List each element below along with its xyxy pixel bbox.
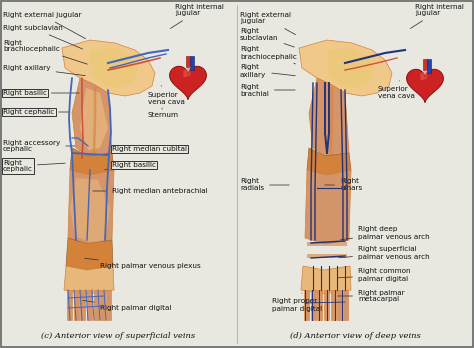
FancyBboxPatch shape bbox=[186, 56, 190, 68]
Polygon shape bbox=[309, 78, 349, 156]
Polygon shape bbox=[307, 148, 351, 175]
Polygon shape bbox=[90, 48, 138, 88]
Text: Right basilic: Right basilic bbox=[3, 90, 79, 96]
Text: Right
brachiocephalic: Right brachiocephalic bbox=[240, 47, 297, 64]
Text: Right subclavian: Right subclavian bbox=[3, 25, 82, 49]
Polygon shape bbox=[62, 40, 155, 96]
Text: Superior
vena cava: Superior vena cava bbox=[378, 81, 415, 100]
Text: Right deep
palmar venous arch: Right deep palmar venous arch bbox=[341, 227, 429, 240]
Text: Right median cubital: Right median cubital bbox=[103, 146, 187, 155]
Text: Right superficial
palmar venous arch: Right superficial palmar venous arch bbox=[339, 246, 429, 260]
Text: Right basilic: Right basilic bbox=[105, 162, 156, 169]
FancyBboxPatch shape bbox=[307, 242, 347, 246]
Polygon shape bbox=[106, 290, 111, 320]
Text: Sternum: Sternum bbox=[148, 108, 179, 118]
Polygon shape bbox=[80, 290, 85, 320]
Text: Right palmar
metacarpal: Right palmar metacarpal bbox=[338, 290, 405, 302]
Text: Right
ulnars: Right ulnars bbox=[325, 179, 362, 191]
Polygon shape bbox=[183, 66, 190, 78]
Polygon shape bbox=[80, 88, 108, 150]
Text: Right palmar venous plexus: Right palmar venous plexus bbox=[85, 258, 201, 269]
Polygon shape bbox=[331, 290, 336, 320]
Polygon shape bbox=[72, 78, 112, 156]
FancyBboxPatch shape bbox=[70, 254, 110, 258]
Polygon shape bbox=[304, 290, 309, 320]
Text: (d) Anterior view of deep veins: (d) Anterior view of deep veins bbox=[290, 332, 420, 340]
Text: (c) Anterior view of superficial veins: (c) Anterior view of superficial veins bbox=[41, 332, 195, 340]
Polygon shape bbox=[100, 290, 105, 320]
Polygon shape bbox=[327, 48, 375, 88]
Polygon shape bbox=[324, 290, 329, 320]
Polygon shape bbox=[70, 178, 110, 242]
Text: Right
axillary: Right axillary bbox=[240, 64, 295, 78]
FancyBboxPatch shape bbox=[190, 56, 194, 70]
Polygon shape bbox=[337, 290, 342, 320]
Text: Superior
vena cava: Superior vena cava bbox=[148, 86, 185, 104]
Text: Right
brachial: Right brachial bbox=[240, 84, 295, 96]
Polygon shape bbox=[70, 148, 114, 175]
Text: Right
radials: Right radials bbox=[240, 179, 289, 191]
Polygon shape bbox=[87, 290, 92, 320]
Polygon shape bbox=[305, 170, 351, 244]
Text: Right axillary: Right axillary bbox=[3, 65, 85, 76]
Text: Right external jugular: Right external jugular bbox=[3, 12, 86, 39]
Polygon shape bbox=[66, 238, 113, 270]
Text: Right proper
palmar digital: Right proper palmar digital bbox=[272, 293, 322, 311]
Polygon shape bbox=[299, 40, 392, 96]
Polygon shape bbox=[74, 290, 79, 320]
FancyBboxPatch shape bbox=[307, 254, 347, 258]
Text: Right cephalic: Right cephalic bbox=[3, 109, 69, 115]
Text: Right external
jugular: Right external jugular bbox=[240, 11, 296, 35]
Text: Right palmar digital: Right palmar digital bbox=[83, 300, 172, 311]
Polygon shape bbox=[94, 290, 99, 320]
Text: Right internal
jugular: Right internal jugular bbox=[410, 3, 464, 29]
Polygon shape bbox=[170, 66, 206, 100]
Text: Right common
palmar digital: Right common palmar digital bbox=[338, 269, 410, 282]
Text: Right internal
jugular: Right internal jugular bbox=[170, 3, 224, 29]
FancyBboxPatch shape bbox=[427, 59, 431, 73]
Polygon shape bbox=[301, 266, 351, 294]
Polygon shape bbox=[311, 290, 316, 320]
Text: Right
brachiocephalic: Right brachiocephalic bbox=[3, 40, 87, 64]
Polygon shape bbox=[317, 290, 322, 320]
Polygon shape bbox=[407, 69, 443, 103]
Text: Right median antebrachial: Right median antebrachial bbox=[93, 188, 208, 194]
Polygon shape bbox=[420, 69, 427, 81]
FancyBboxPatch shape bbox=[423, 59, 427, 70]
Text: Right accessory
cephalic: Right accessory cephalic bbox=[3, 140, 75, 152]
Polygon shape bbox=[67, 290, 72, 320]
FancyBboxPatch shape bbox=[70, 242, 110, 246]
Text: Right
cephalic: Right cephalic bbox=[3, 159, 65, 173]
Polygon shape bbox=[68, 170, 114, 244]
Text: Right
subclavian: Right subclavian bbox=[240, 29, 294, 47]
Polygon shape bbox=[343, 290, 348, 320]
Polygon shape bbox=[64, 266, 114, 294]
